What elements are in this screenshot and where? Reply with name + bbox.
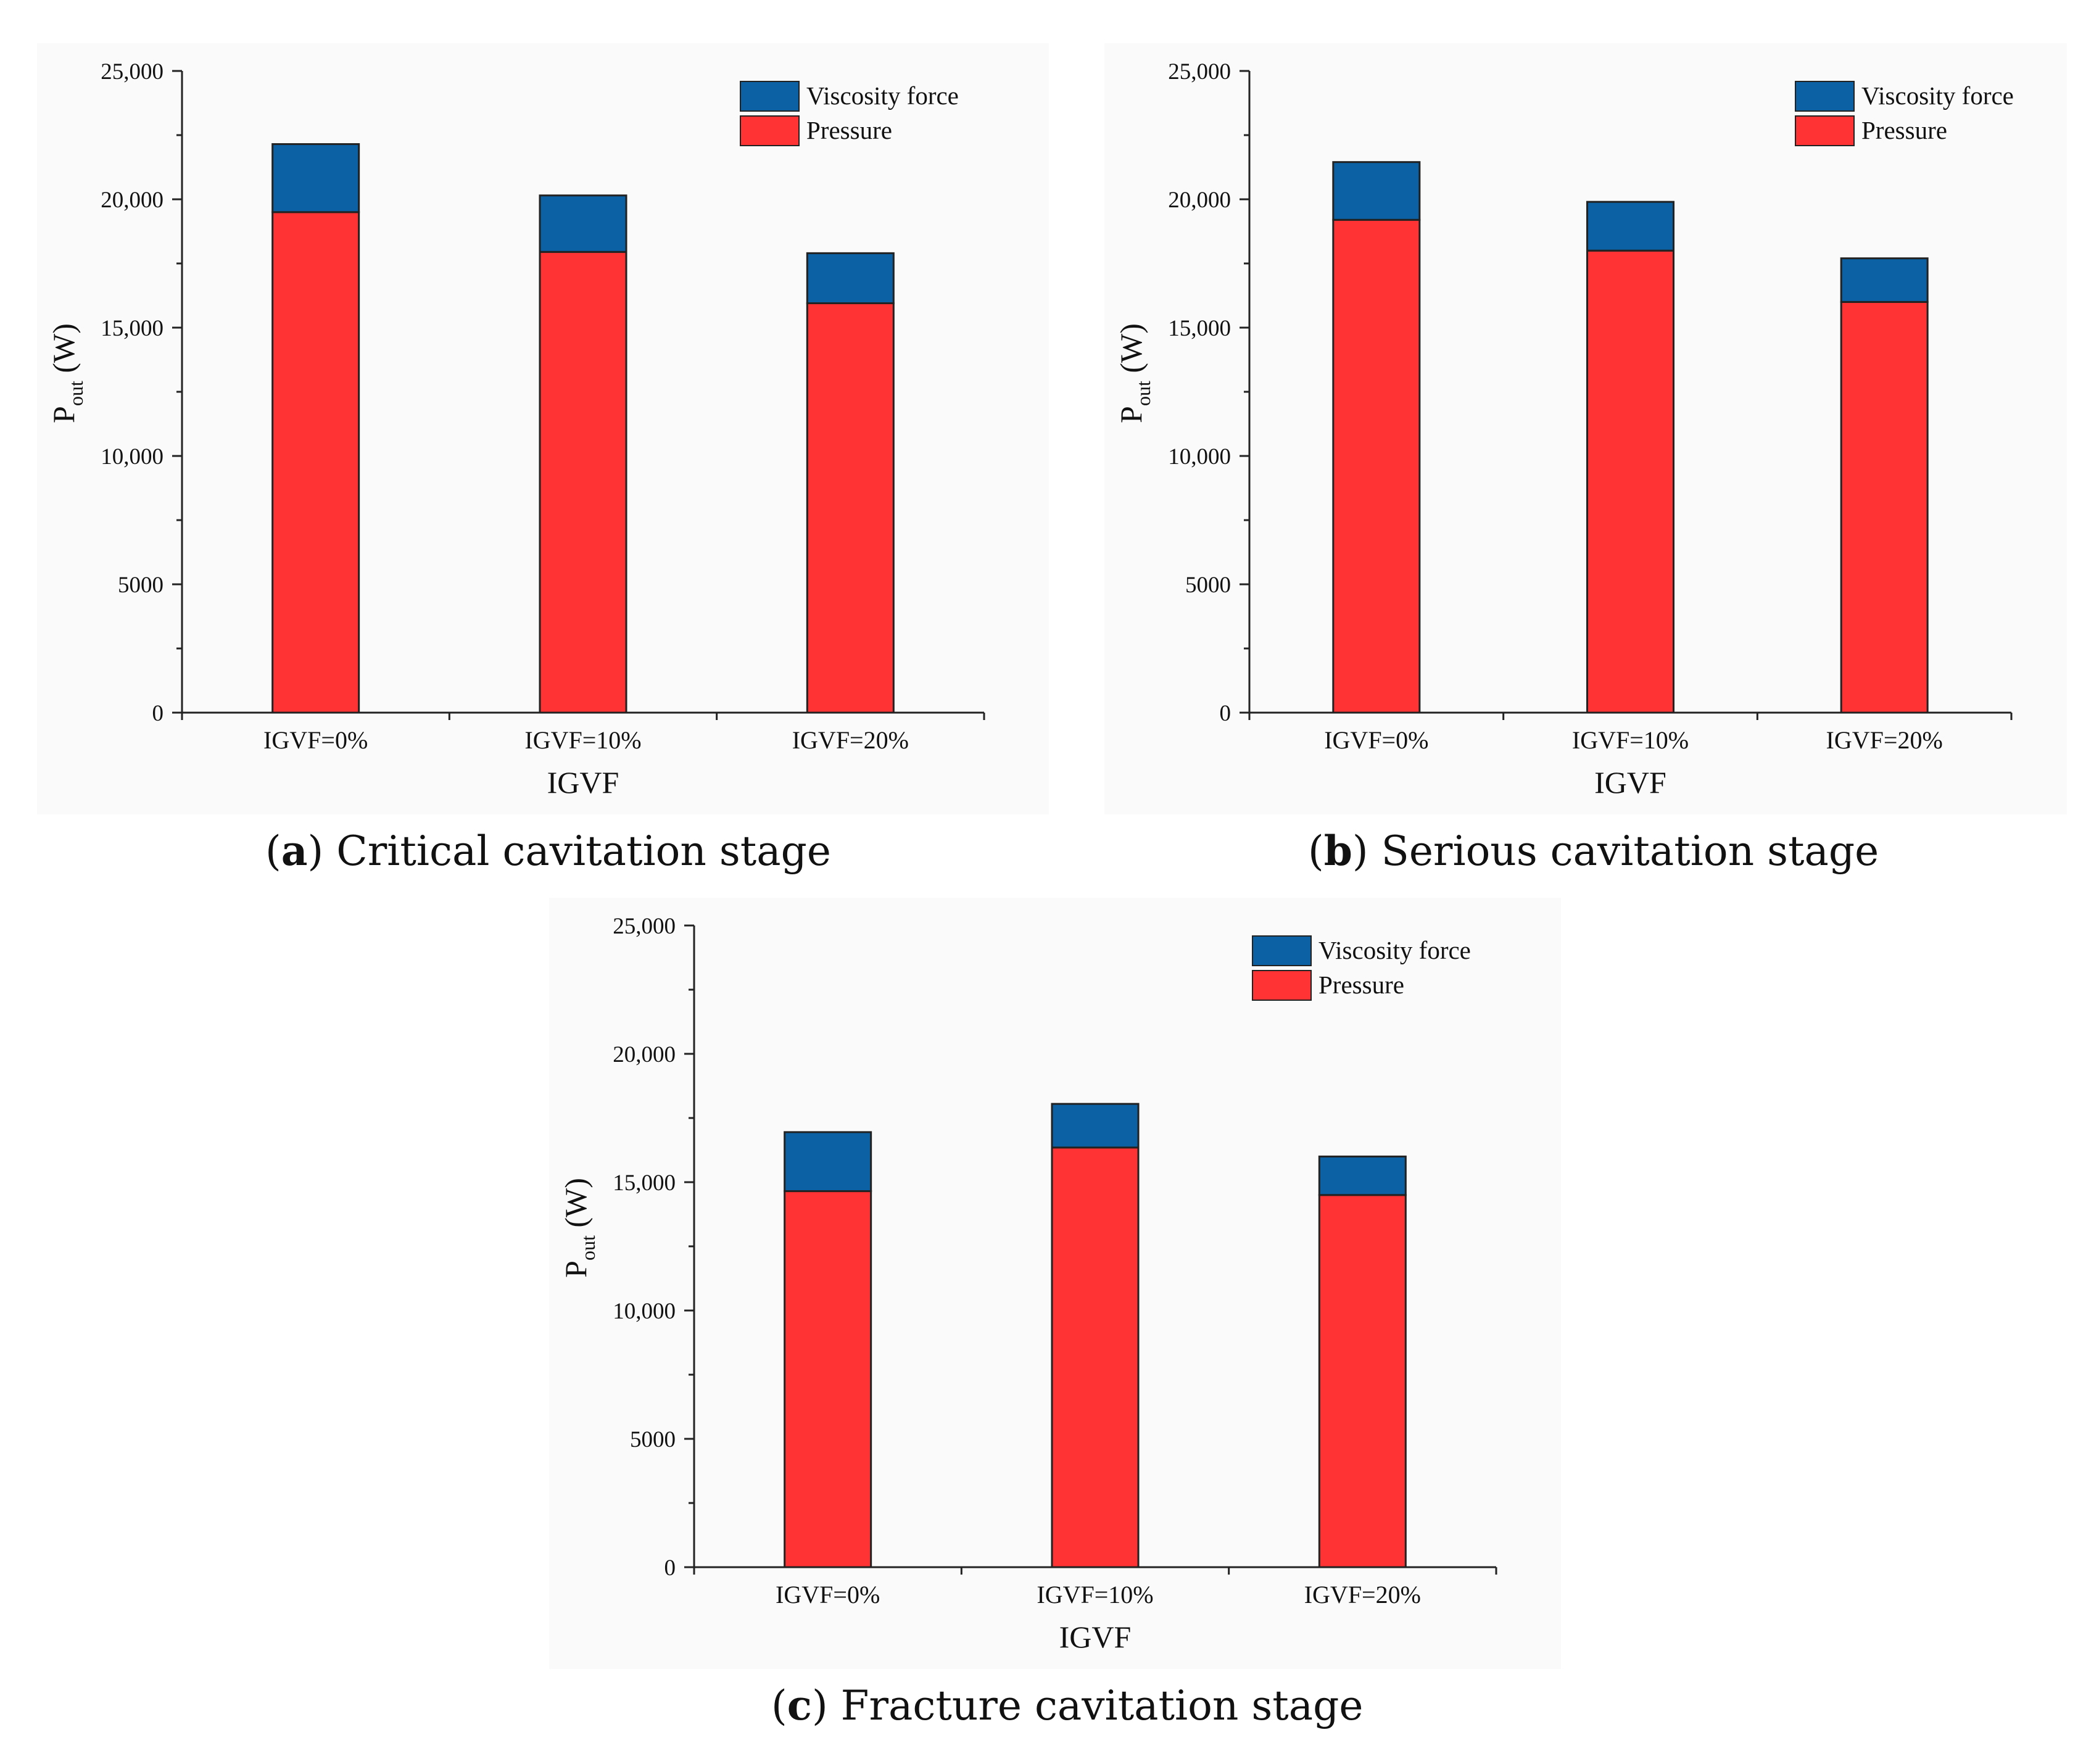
y-tick-label: 20,000 bbox=[1168, 188, 1231, 213]
y-axis-title: Pout (W) bbox=[558, 1178, 599, 1278]
bar-pressure-2 bbox=[1051, 1146, 1140, 1568]
legend-swatch-viscosity bbox=[1252, 935, 1312, 966]
x-tick-label: IGVF=10% bbox=[524, 726, 641, 754]
x-tick-label: IGVF=0% bbox=[263, 726, 368, 754]
y-axis-title-unit: (W) bbox=[1114, 323, 1148, 381]
y-tick-label: 10,000 bbox=[101, 444, 164, 470]
caption-a: (a) Critical cavitation stage bbox=[265, 827, 831, 875]
bar-viscosity-1 bbox=[1332, 161, 1421, 221]
caption-b-letter: b bbox=[1323, 827, 1352, 875]
y-tick-label: 25,000 bbox=[613, 914, 676, 939]
legend-swatch-pressure bbox=[740, 115, 800, 146]
x-tick-label: IGVF=0% bbox=[1324, 726, 1428, 754]
chart-critical-cavitation: 0 5000 10,000 15,000 20,000 25,000 IGVF=0% IGVF… bbox=[37, 43, 1049, 814]
y-axis-title-main: P bbox=[46, 406, 81, 423]
bar-viscosity-2 bbox=[539, 194, 627, 253]
legend-label-pressure: Pressure bbox=[1318, 971, 1404, 999]
legend-label-viscosity: Viscosity force bbox=[1861, 81, 2014, 110]
y-axis-title-main: P bbox=[558, 1261, 593, 1278]
bar-viscosity-3 bbox=[1840, 257, 1929, 303]
legend-swatch-pressure bbox=[1252, 970, 1312, 1001]
x-axis-title: IGVF bbox=[547, 765, 619, 800]
legend-label-pressure: Pressure bbox=[806, 116, 892, 144]
legend-swatch-viscosity bbox=[1795, 81, 1855, 112]
y-axis-title-unit: (W) bbox=[558, 1178, 593, 1235]
legend-swatch-viscosity bbox=[740, 81, 800, 112]
caption-b: (b) Serious cavitation stage bbox=[1308, 827, 1879, 875]
y-tick-label: 5000 bbox=[1185, 573, 1231, 598]
y-tick-label: 25,000 bbox=[1168, 59, 1231, 85]
bar-pressure-3 bbox=[806, 302, 895, 714]
caption-a-letter: a bbox=[281, 827, 308, 875]
bar-viscosity-1 bbox=[784, 1131, 872, 1193]
y-axis-title-sub: out bbox=[1132, 381, 1154, 406]
y-tick-label: 20,000 bbox=[613, 1042, 676, 1067]
y-tick-label: 5000 bbox=[630, 1427, 676, 1452]
caption-b-text: Serious cavitation stage bbox=[1381, 827, 1879, 875]
y-tick-label: 15,000 bbox=[101, 316, 164, 341]
y-axis-title: Pout (W) bbox=[46, 323, 87, 423]
legend-label-viscosity: Viscosity force bbox=[806, 81, 959, 110]
bar-pressure-3 bbox=[1840, 300, 1929, 714]
chart-serious-cavitation: 0 5000 10,000 15,000 20,000 25,000 IGVF=0% IGVF… bbox=[1104, 43, 2067, 814]
bar-viscosity-3 bbox=[806, 252, 895, 304]
bar-pressure-1 bbox=[271, 211, 360, 714]
caption-c-text: Fracture cavitation stage bbox=[840, 1682, 1364, 1729]
y-tick-label: 10,000 bbox=[1168, 444, 1231, 470]
bar-viscosity-2 bbox=[1586, 201, 1674, 252]
y-axis-title: Pout (W) bbox=[1114, 323, 1154, 423]
x-tick-label: IGVF=20% bbox=[1826, 726, 1943, 754]
legend-label-viscosity: Viscosity force bbox=[1318, 936, 1471, 964]
caption-c: (c) Fracture cavitation stage bbox=[771, 1681, 1364, 1729]
y-tick-label: 15,000 bbox=[1168, 316, 1231, 341]
bar-pressure-3 bbox=[1318, 1194, 1407, 1568]
bar-pressure-2 bbox=[1586, 249, 1674, 714]
y-tick-label: 15,000 bbox=[613, 1170, 676, 1196]
bar-viscosity-3 bbox=[1318, 1155, 1407, 1196]
x-axis-title: IGVF bbox=[1594, 765, 1666, 800]
x-tick-label: IGVF=20% bbox=[792, 726, 909, 754]
bar-viscosity-1 bbox=[271, 143, 360, 213]
y-axis-title-sub: out bbox=[65, 381, 87, 406]
caption-a-text: Critical cavitation stage bbox=[336, 827, 831, 875]
y-tick-label: 0 bbox=[152, 701, 164, 726]
y-tick-label: 0 bbox=[1220, 701, 1231, 726]
bar-pressure-1 bbox=[784, 1190, 872, 1568]
chart-fracture-cavitation: 0 5000 10,000 15,000 20,000 25,000 IGVF=0% IGVF… bbox=[549, 898, 1561, 1669]
legend-swatch-pressure bbox=[1795, 115, 1855, 146]
x-tick-label: IGVF=10% bbox=[1037, 1581, 1153, 1609]
x-tick-label: IGVF=10% bbox=[1572, 726, 1689, 754]
y-axis-title-unit: (W) bbox=[46, 323, 81, 381]
bar-viscosity-2 bbox=[1051, 1103, 1140, 1149]
x-tick-label: IGVF=20% bbox=[1304, 1581, 1421, 1609]
y-axis-title-main: P bbox=[1114, 406, 1148, 423]
bar-pressure-2 bbox=[539, 251, 627, 714]
y-tick-label: 20,000 bbox=[101, 188, 164, 213]
y-tick-label: 5000 bbox=[118, 573, 164, 598]
legend-label-pressure: Pressure bbox=[1861, 116, 1947, 144]
y-tick-label: 0 bbox=[664, 1555, 676, 1581]
caption-c-letter: c bbox=[787, 1681, 812, 1729]
y-tick-label: 25,000 bbox=[101, 59, 164, 85]
x-tick-label: IGVF=0% bbox=[776, 1581, 880, 1609]
y-tick-label: 10,000 bbox=[613, 1299, 676, 1324]
x-axis-title: IGVF bbox=[1059, 1620, 1132, 1654]
bar-pressure-1 bbox=[1332, 218, 1421, 714]
y-axis-title-sub: out bbox=[577, 1235, 599, 1261]
